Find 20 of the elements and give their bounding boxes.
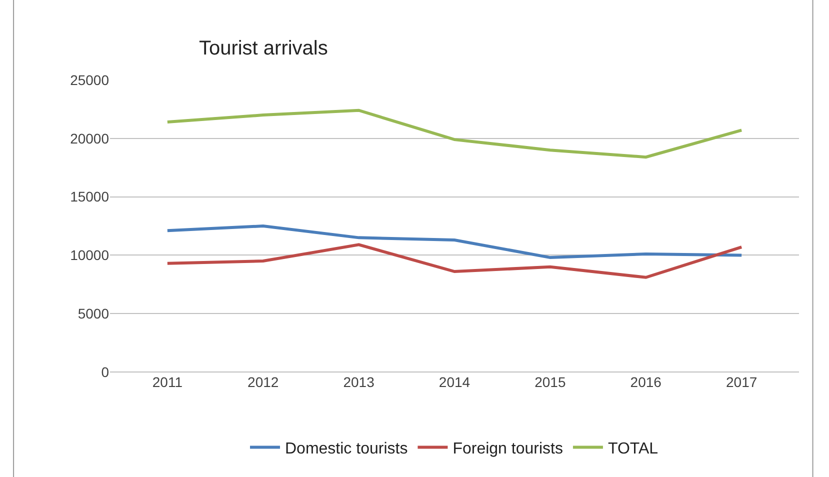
x-tick-label: 2014: [438, 374, 470, 390]
y-tick-label: 25000: [70, 72, 110, 88]
x-tick-label: 2015: [534, 374, 566, 390]
chart-title: Tourist arrivals: [198, 38, 328, 60]
line-series: [166, 108, 744, 159]
y-tick-label: 5000: [78, 306, 110, 322]
line-series: [166, 243, 744, 279]
y-tick-label: 20000: [70, 130, 110, 146]
legend-label: Domestic tourists: [285, 440, 408, 458]
legend-label: Foreign tourists: [452, 440, 563, 458]
x-tick-label: 2017: [726, 374, 758, 390]
y-tick-label: 0: [101, 364, 110, 380]
y-tick-label: 10000: [70, 247, 110, 264]
x-tick-label: 2011: [152, 374, 183, 390]
x-tick-label: 2016: [630, 374, 662, 390]
y-tick-label: 15000: [70, 188, 110, 205]
line-series: [166, 224, 744, 260]
x-tick-label: 2012: [248, 374, 279, 390]
legend-label: TOTAL: [608, 440, 658, 458]
x-tick-label: 2013: [343, 374, 375, 390]
